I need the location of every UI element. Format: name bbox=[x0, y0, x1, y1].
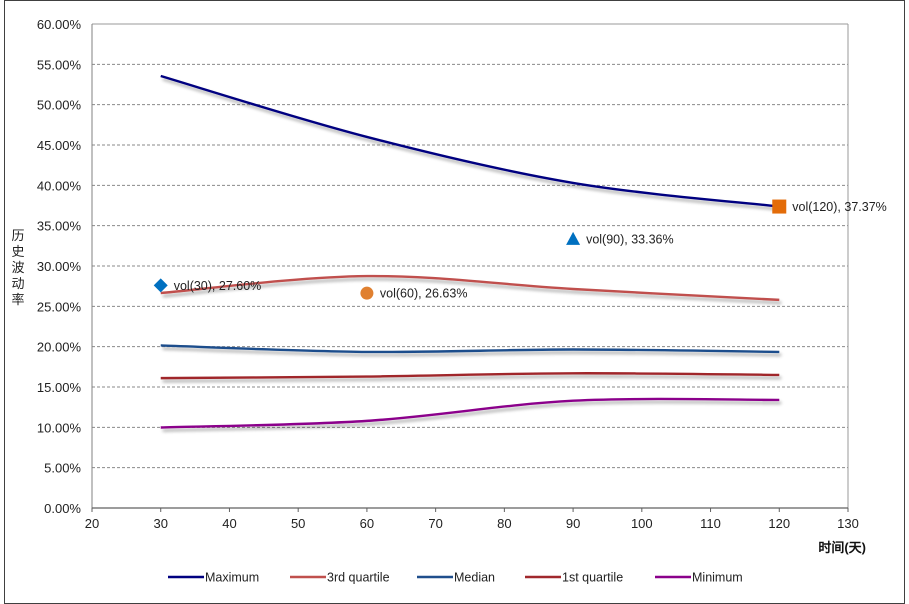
y-tick-label: 50.00% bbox=[37, 98, 82, 113]
y-axis-ticks: 0.00% 5.00% 10.00% 15.00% 20.00% 25.00% 30.00%… bbox=[37, 17, 82, 516]
legend-item-minimum: Minimum bbox=[655, 571, 743, 585]
x-tick-label: 120 bbox=[768, 516, 790, 531]
x-tick-label: 90 bbox=[566, 516, 580, 531]
marker-square-vol120 bbox=[772, 199, 787, 214]
data-label-vol120: vol(120), 37.37% bbox=[792, 200, 887, 214]
legend-item-maximum: Maximum bbox=[168, 571, 259, 585]
y-tick-label: 60.00% bbox=[37, 17, 82, 32]
y-axis-title-char: 率 bbox=[11, 292, 24, 307]
data-label-vol90: vol(90), 33.36% bbox=[586, 232, 674, 246]
y-tick-label: 30.00% bbox=[37, 259, 82, 274]
x-tick-label: 100 bbox=[631, 516, 653, 531]
x-tick-label: 20 bbox=[85, 516, 99, 531]
y-axis-title-char: 波 bbox=[11, 260, 24, 275]
y-tick-label: 5.00% bbox=[44, 461, 81, 476]
y-tick-label: 40.00% bbox=[37, 178, 82, 193]
y-tick-label: 0.00% bbox=[44, 501, 81, 516]
y-axis-title-char: 史 bbox=[11, 244, 24, 259]
marker-diamond-vol30 bbox=[153, 278, 168, 293]
x-axis-title: 时间(天) bbox=[818, 540, 866, 555]
legend-label: Minimum bbox=[692, 571, 743, 585]
highlight-points: vol(30), 27.60% vol(60), 26.63% vol(90), 3… bbox=[153, 199, 887, 301]
x-tick-label: 50 bbox=[291, 516, 305, 531]
y-axis-title-char: 历 bbox=[11, 228, 24, 243]
marker-circle-vol60 bbox=[360, 286, 374, 300]
legend-item-1st-quartile: 1st quartile bbox=[525, 571, 623, 585]
series-lines bbox=[160, 74, 780, 429]
series-line-minimum bbox=[160, 397, 780, 429]
legend: Maximum 3rd quartile Median 1st quartile Min… bbox=[168, 571, 743, 585]
y-axis-title-char: 动 bbox=[11, 276, 24, 291]
y-tick-label: 55.00% bbox=[37, 57, 82, 72]
legend-label: Median bbox=[454, 571, 495, 585]
legend-label: 1st quartile bbox=[562, 571, 623, 585]
series-line-median bbox=[160, 344, 780, 354]
x-tick-label: 60 bbox=[360, 516, 374, 531]
x-tick-label: 30 bbox=[153, 516, 167, 531]
data-label-vol60: vol(60), 26.63% bbox=[380, 287, 468, 301]
gridlines bbox=[92, 63, 848, 469]
x-tick-label: 110 bbox=[700, 516, 721, 531]
legend-item-3rd-quartile: 3rd quartile bbox=[290, 571, 390, 585]
legend-item-median: Median bbox=[417, 571, 495, 585]
x-axis-ticks: 20 30 40 50 60 70 80 90 100 110 120 130 bbox=[85, 508, 859, 531]
axes bbox=[91, 23, 849, 509]
y-tick-label: 25.00% bbox=[37, 299, 82, 314]
series-line-3rd-quartile bbox=[160, 274, 780, 302]
series-line-maximum bbox=[160, 74, 780, 208]
series-line-1st-quartile bbox=[160, 372, 780, 380]
y-tick-label: 20.00% bbox=[37, 340, 82, 355]
y-tick-label: 35.00% bbox=[37, 219, 82, 234]
legend-label: Maximum bbox=[205, 571, 259, 585]
data-label-vol30: vol(30), 27.60% bbox=[174, 279, 262, 293]
x-tick-label: 80 bbox=[497, 516, 511, 531]
legend-label: 3rd quartile bbox=[327, 571, 390, 585]
y-tick-label: 15.00% bbox=[37, 380, 82, 395]
y-tick-label: 45.00% bbox=[37, 138, 82, 153]
x-tick-label: 40 bbox=[222, 516, 236, 531]
x-tick-label: 130 bbox=[837, 516, 859, 531]
y-tick-label: 10.00% bbox=[37, 420, 82, 435]
marker-triangle-vol90 bbox=[566, 231, 581, 245]
x-tick-label: 70 bbox=[428, 516, 442, 531]
